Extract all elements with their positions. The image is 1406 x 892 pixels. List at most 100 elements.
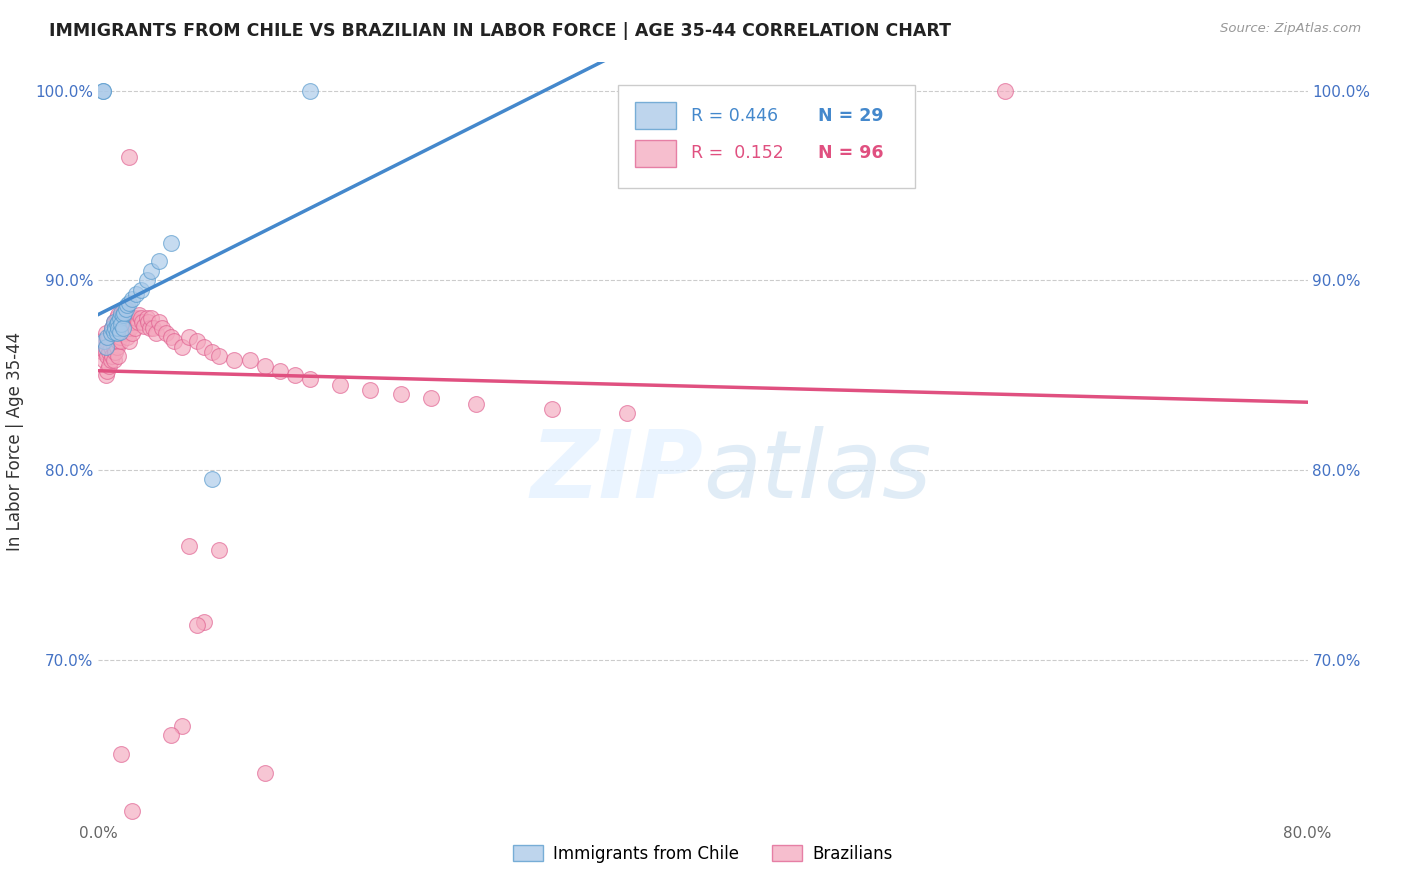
Legend: Immigrants from Chile, Brazilians: Immigrants from Chile, Brazilians	[506, 838, 900, 869]
Point	[112, 305, 135, 319]
Point	[96, 364, 118, 378]
Point	[120, 320, 142, 334]
Point	[103, 325, 125, 339]
Text: atlas: atlas	[703, 426, 931, 517]
Point	[101, 334, 124, 348]
Point	[136, 315, 159, 329]
Point	[994, 84, 1017, 98]
Point	[112, 315, 135, 329]
Point	[94, 368, 117, 383]
Point	[142, 320, 165, 334]
Point	[122, 315, 145, 329]
Point	[110, 308, 132, 322]
Point	[90, 334, 112, 348]
Point	[253, 766, 276, 780]
Point	[540, 402, 562, 417]
Point	[104, 320, 127, 334]
Point	[124, 320, 146, 334]
Point	[103, 315, 125, 329]
Point	[96, 349, 118, 363]
Point	[110, 334, 132, 348]
Point	[128, 308, 150, 322]
Point	[148, 254, 170, 268]
Point	[121, 311, 143, 326]
Point	[101, 349, 124, 363]
Point	[269, 364, 291, 378]
Text: Source: ZipAtlas.com: Source: ZipAtlas.com	[1220, 22, 1361, 36]
Point	[114, 301, 136, 316]
FancyBboxPatch shape	[636, 102, 676, 129]
Point	[105, 326, 128, 341]
Point	[100, 353, 122, 368]
Point	[104, 330, 127, 344]
Point	[111, 308, 134, 322]
Point	[170, 719, 193, 733]
Point	[129, 283, 152, 297]
Point	[139, 320, 162, 334]
Point	[299, 842, 322, 856]
Point	[98, 330, 121, 344]
Point	[112, 301, 135, 316]
Point	[107, 315, 129, 329]
Point	[179, 539, 201, 553]
Point	[107, 320, 129, 334]
Point	[131, 315, 153, 329]
Point	[93, 334, 115, 348]
Point	[100, 326, 122, 341]
Point	[148, 315, 170, 329]
Text: R =  0.152: R = 0.152	[690, 145, 783, 162]
FancyBboxPatch shape	[619, 85, 915, 187]
Point	[105, 340, 128, 354]
Point	[91, 84, 114, 98]
Point	[115, 330, 138, 344]
Point	[329, 377, 352, 392]
Text: N = 96: N = 96	[818, 145, 883, 162]
Point	[110, 305, 132, 319]
Point	[91, 84, 114, 98]
Point	[94, 326, 117, 341]
Point	[103, 340, 125, 354]
Point	[96, 330, 118, 344]
Point	[616, 406, 638, 420]
Point	[420, 391, 443, 405]
Point	[114, 326, 136, 341]
Point	[129, 311, 152, 326]
Point	[103, 353, 125, 368]
Text: N = 29: N = 29	[818, 106, 883, 125]
Point	[94, 345, 117, 359]
Point	[107, 349, 129, 363]
Point	[110, 747, 132, 762]
Point	[98, 359, 121, 373]
Point	[284, 368, 307, 383]
Point	[104, 345, 127, 359]
Point	[135, 311, 157, 326]
Point	[253, 359, 276, 373]
Point	[208, 542, 231, 557]
Point	[111, 308, 134, 322]
Point	[141, 311, 163, 326]
Point	[96, 334, 118, 348]
Point	[114, 301, 136, 316]
Point	[160, 235, 183, 250]
Text: R = 0.446: R = 0.446	[690, 106, 778, 125]
Point	[201, 473, 224, 487]
Point	[389, 387, 412, 401]
Point	[107, 320, 129, 334]
Point	[94, 340, 117, 354]
Point	[100, 340, 122, 354]
Point	[201, 345, 224, 359]
Point	[100, 326, 122, 341]
Point	[125, 286, 148, 301]
Point	[141, 264, 163, 278]
Point	[360, 384, 382, 398]
Point	[91, 345, 114, 359]
Point	[101, 320, 124, 334]
Point	[163, 334, 186, 348]
Point	[186, 618, 208, 632]
Point	[111, 320, 134, 334]
Y-axis label: In Labor Force | Age 35-44: In Labor Force | Age 35-44	[7, 332, 24, 551]
Point	[125, 311, 148, 326]
Point	[299, 372, 322, 386]
Point	[105, 326, 128, 341]
Point	[108, 315, 131, 329]
